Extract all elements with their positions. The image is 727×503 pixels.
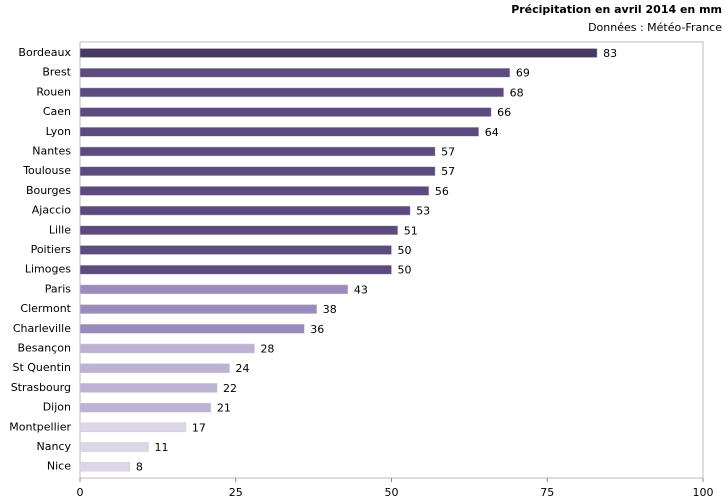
bar [79,402,212,413]
y-tick-label: Montpellier [9,420,71,433]
bar [79,284,349,295]
y-tick-label: Poitiers [31,243,72,256]
value-label: 43 [354,283,368,296]
bar [79,166,436,176]
value-label: 17 [192,421,206,434]
bar [79,87,504,98]
value-label: 53 [416,205,430,218]
bar [79,225,398,236]
y-tick-label: Charleville [13,322,71,335]
bar [79,422,187,433]
bar [79,67,511,78]
value-label: 66 [497,106,511,119]
y-tick-label: Brest [42,66,71,79]
x-tick-label: 75 [540,486,554,499]
x-tick-label: 100 [693,486,714,499]
bar [79,324,305,334]
y-tick-label: Rouen [36,85,71,98]
y-tick-label: Bordeaux [18,46,71,59]
value-label: 21 [217,402,231,415]
value-label: 28 [260,343,274,356]
y-tick-label: Nantes [32,145,71,158]
value-label: 50 [398,244,412,257]
bar [79,146,436,157]
bar [79,442,149,452]
y-tick-label: Paris [45,282,71,295]
bar [79,107,492,117]
value-label: 56 [435,185,449,198]
value-label: 69 [516,67,530,80]
bar [79,186,430,196]
y-tick-label: Nice [47,460,71,473]
y-tick-label: Dijon [43,401,71,414]
value-label: 24 [236,362,250,375]
bar [79,343,255,354]
bar [79,48,598,58]
x-tick-label: 25 [229,486,243,499]
y-tick-label: Lyon [46,125,71,138]
value-label: 36 [310,323,324,336]
y-tick-label: Limoges [25,263,71,276]
y-tick-label: Clermont [20,302,71,315]
bar [79,127,479,137]
bar [79,304,317,314]
y-tick-label: Toulouse [22,164,71,177]
value-label: 38 [323,303,337,316]
value-label: 22 [223,382,237,395]
value-label: 8 [136,461,143,474]
y-tick-label: Besançon [17,342,71,355]
y-tick-label: Strasbourg [11,381,71,394]
value-label: 50 [398,264,412,277]
bar [79,363,230,373]
bar [79,383,218,393]
bar [79,205,411,216]
bar [79,461,131,472]
chart-subtitle: Données : Météo-France [588,21,722,34]
value-label: 83 [603,47,617,60]
y-tick-label: Caen [43,105,71,118]
bar [79,264,392,275]
value-label: 51 [404,224,418,237]
value-label: 11 [155,441,169,454]
y-tick-label: Nancy [37,440,72,453]
y-tick-label: Bourges [26,184,71,197]
y-tick-label: Lille [49,223,71,236]
y-tick-label: St Quentin [12,361,71,374]
chart-title: Précipitation en avril 2014 en mm [511,3,722,16]
value-label: 68 [510,86,524,99]
bar [79,245,392,255]
value-label: 57 [441,146,455,159]
x-tick-label: 50 [385,486,399,499]
value-label: 64 [485,126,499,139]
value-label: 57 [441,165,455,178]
y-tick-label: Ajaccio [32,204,71,217]
x-tick-label: 0 [77,486,84,499]
